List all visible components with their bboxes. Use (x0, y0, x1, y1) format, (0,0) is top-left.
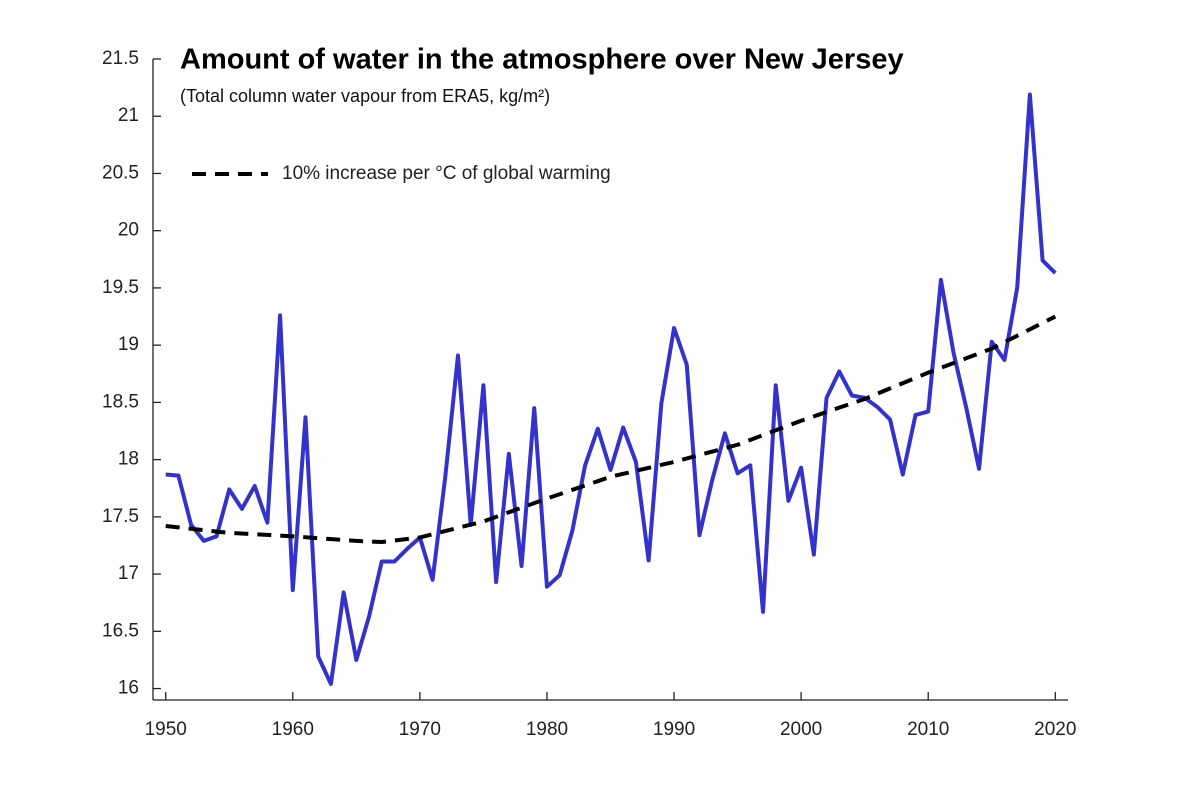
data-line (165, 92, 1057, 686)
x-tick-label: 2020 (1034, 719, 1076, 740)
y-tick-label: 20 (118, 220, 139, 241)
y-tick-label: 16 (118, 678, 139, 699)
y-tick-label: 19 (118, 334, 139, 355)
chart-title: Amount of water in the atmosphere over N… (180, 44, 904, 76)
y-tick-label: 21 (118, 105, 139, 126)
y-tick-label: 18 (118, 449, 139, 470)
y-tick-label: 17.5 (102, 506, 139, 527)
y-tick-label: 19.5 (102, 277, 139, 298)
legend-label: 10% increase per °C of global warming (282, 163, 611, 184)
y-tick-label: 18.5 (102, 391, 139, 412)
y-tick-label: 20.5 (102, 162, 139, 183)
x-tick-label: 1990 (653, 719, 695, 740)
trend-line (165, 314, 1057, 545)
x-tick-label: 2010 (907, 719, 949, 740)
x-tick-label: 1980 (526, 719, 568, 740)
x-tick-label: 1970 (399, 719, 441, 740)
x-tick-label: 2000 (780, 719, 822, 740)
y-tick-label: 17 (118, 563, 139, 584)
x-tick-label: 1950 (145, 719, 187, 740)
x-tick-label: 1960 (272, 719, 314, 740)
y-tick-label: 16.5 (102, 620, 139, 641)
chart-subtitle: (Total column water vapour from ERA5, kg… (180, 86, 550, 106)
y-tick-label: 21.5 (102, 48, 139, 69)
